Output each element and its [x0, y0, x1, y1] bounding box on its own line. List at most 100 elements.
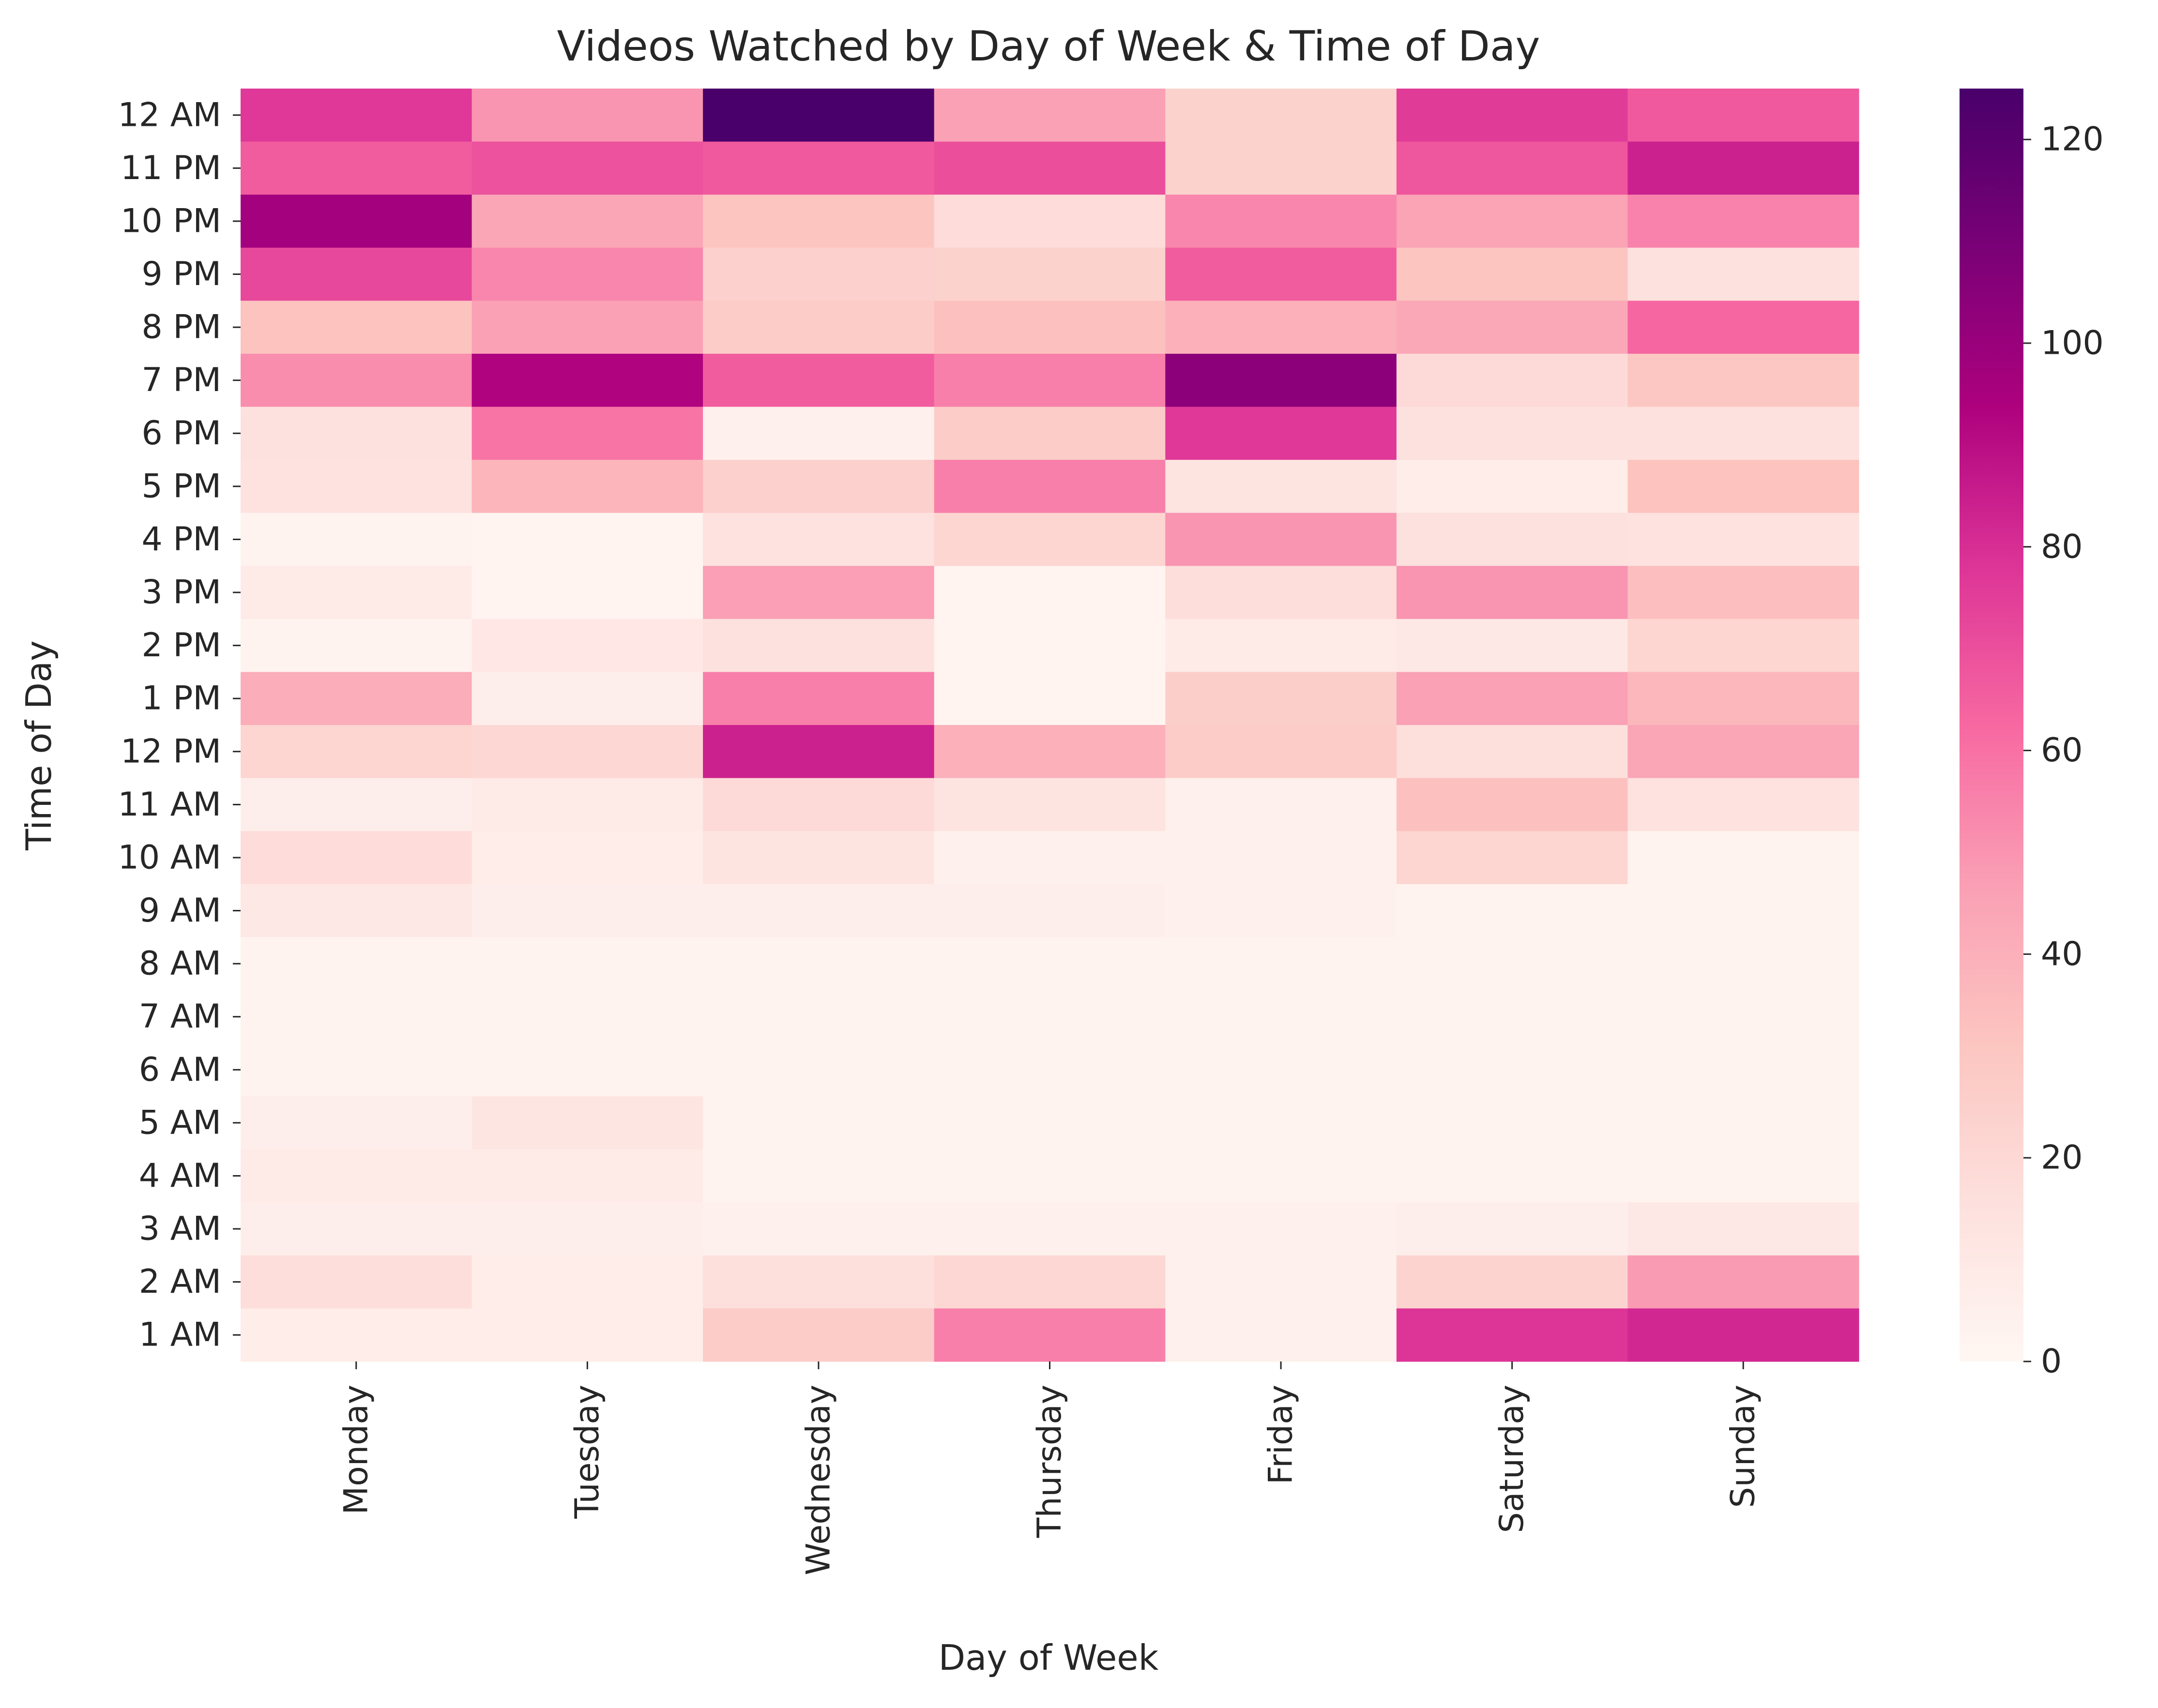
heatmap-cell: [1396, 1149, 1628, 1203]
heatmap-cell: [1396, 1202, 1628, 1256]
heatmap-cell: [1396, 301, 1628, 354]
y-tick-label: 9 AM: [139, 892, 221, 930]
heatmap-cell: [1165, 990, 1397, 1044]
heatmap-cell: [703, 990, 935, 1044]
y-tick-label: 11 AM: [118, 786, 221, 824]
y-tick-label: 10 PM: [121, 202, 221, 240]
heatmap-cell: [1627, 301, 1859, 354]
heatmap-cell: [471, 1096, 703, 1150]
y-tick-label: 9 PM: [141, 255, 221, 293]
heatmap-cell: [471, 566, 703, 620]
heatmap-cell: [1396, 460, 1628, 514]
heatmap-cell: [1396, 566, 1628, 620]
heatmap-cell: [471, 89, 703, 142]
heatmap-cell: [241, 301, 472, 354]
heatmap-cell: [703, 725, 935, 779]
heatmap-cell: [1165, 1202, 1397, 1256]
colorbar-tick-label: 0: [2041, 1343, 2062, 1381]
heatmap-cell: [1165, 566, 1397, 620]
heatmap-cell: [1165, 513, 1397, 566]
x-tick-label: Saturday: [1493, 1385, 1531, 1533]
heatmap-cell: [934, 778, 1166, 831]
heatmap-cell: [934, 1149, 1166, 1203]
heatmap-cell: [1627, 778, 1859, 831]
heatmap-cell: [241, 1096, 472, 1150]
heatmap-cell: [1165, 1096, 1397, 1150]
heatmap-cell: [1627, 937, 1859, 991]
heatmap-cell: [241, 619, 472, 673]
heatmap-cell: [1165, 937, 1397, 991]
heatmap-cell: [241, 247, 472, 301]
heatmap-cell: [241, 725, 472, 779]
heatmap-cell: [1627, 353, 1859, 408]
heatmap-cell: [934, 725, 1166, 779]
heatmap-cell: [471, 195, 703, 248]
heatmap-cell: [1165, 778, 1397, 831]
y-tick-label: 3 PM: [141, 574, 221, 612]
heatmap-cell: [1165, 1255, 1397, 1309]
heatmap-cell: [934, 831, 1166, 885]
y-tick-label: 12 PM: [121, 732, 221, 771]
heatmap-cell: [703, 1255, 935, 1309]
heatmap-cell: [241, 884, 472, 937]
heatmap-cell: [471, 301, 703, 354]
heatmap-cell: [703, 1202, 935, 1256]
heatmap-cell: [471, 1149, 703, 1203]
colorbar-tick-label: 80: [2041, 528, 2083, 566]
heatmap-cell: [241, 1149, 472, 1203]
heatmap-cell: [703, 353, 935, 408]
heatmap-cell: [471, 672, 703, 726]
heatmap-cell: [241, 1308, 472, 1362]
heatmap-cell: [934, 195, 1166, 248]
heatmap-cell: [1627, 672, 1859, 726]
heatmap-cell: [934, 353, 1166, 408]
heatmap-cell: [1627, 566, 1859, 620]
heatmap-cell: [241, 353, 472, 408]
heatmap-cell: [471, 884, 703, 937]
heatmap-cell: [471, 460, 703, 514]
heatmap-cell: [934, 937, 1166, 991]
heatmap-cell: [1396, 831, 1628, 885]
heatmap-cell: [1165, 141, 1397, 195]
colorbar-tick-label: 40: [2041, 935, 2083, 973]
y-tick-label: 5 AM: [139, 1103, 221, 1142]
heatmap-cell: [241, 672, 472, 726]
heatmap-cell: [1396, 141, 1628, 195]
y-axis-label: Time of Day: [18, 640, 59, 851]
heatmap-cell: [934, 407, 1166, 460]
y-tick-label: 4 PM: [141, 520, 221, 559]
heatmap-cell: [471, 513, 703, 566]
x-tick-labels: Monday Tuesday Wednesday Thursday Friday Satu…: [337, 1361, 1763, 1575]
heatmap-cell: [703, 195, 935, 248]
heatmap-cell: [703, 1043, 935, 1097]
colorbar-tick-label: 100: [2041, 324, 2104, 363]
heatmap-cell: [934, 1202, 1166, 1256]
heatmap-cell: [471, 778, 703, 831]
x-tick-label: Thursday: [1031, 1385, 1069, 1538]
heatmap-cell: [1396, 353, 1628, 408]
heatmap-cell: [1396, 1096, 1628, 1150]
heatmap-cell: [1165, 884, 1397, 937]
heatmap-cell: [703, 937, 935, 991]
heatmap-cell: [241, 990, 472, 1044]
heatmap-cell: [1627, 513, 1859, 566]
heatmap-cell: [1627, 1202, 1859, 1256]
heatmap-cell: [241, 778, 472, 831]
heatmap-cell: [703, 831, 935, 885]
heatmap-cell: [241, 937, 472, 991]
heatmap-cell: [471, 1202, 703, 1256]
heatmap-cell: [1627, 990, 1859, 1044]
x-tick-label: Wednesday: [799, 1385, 837, 1575]
heatmap-cell: [1165, 619, 1397, 673]
heatmap-cell: [1627, 141, 1859, 195]
y-tick-label: 8 AM: [139, 945, 221, 983]
heatmap-cell: [1627, 460, 1859, 514]
heatmap-cell: [471, 247, 703, 301]
y-tick-label: 1 PM: [141, 680, 221, 718]
heatmap-cell: [471, 619, 703, 673]
heatmap-cell: [1165, 460, 1397, 514]
heatmap-cell: [471, 990, 703, 1044]
heatmap-cell: [1165, 301, 1397, 354]
x-tick-label: Monday: [337, 1385, 375, 1514]
heatmap-cell: [471, 353, 703, 408]
